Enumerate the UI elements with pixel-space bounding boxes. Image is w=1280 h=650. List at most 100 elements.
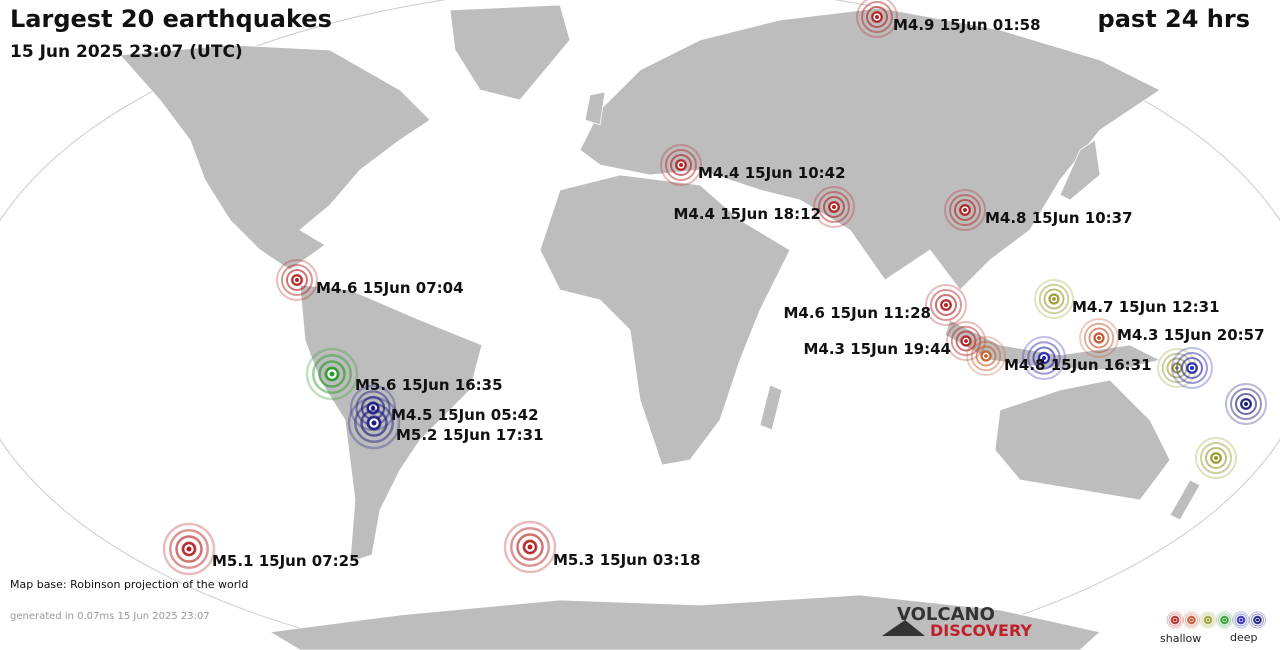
marker-ring [286, 269, 308, 291]
marker-ring [954, 199, 976, 221]
quake-marker [503, 520, 557, 574]
marker-core [1173, 618, 1177, 622]
marker-core [963, 208, 967, 212]
marker-core [1097, 336, 1101, 340]
quake-marker [925, 284, 967, 326]
quake-marker [162, 522, 216, 576]
greenland [449, 4, 571, 101]
quake-label: M5.2 15Jun 17:31 [396, 426, 544, 444]
quake-marker [1171, 347, 1213, 389]
marker-ring [1027, 341, 1061, 375]
marker-ring [1032, 346, 1056, 370]
marker-ring [935, 294, 957, 316]
logo-bottom: DISCOVERY [930, 621, 1032, 640]
quake-marker [347, 396, 401, 450]
marker-ring [1205, 447, 1227, 469]
marker-core [295, 278, 299, 282]
marker-core [186, 546, 192, 552]
marker-ring [318, 360, 346, 388]
marker-ring [861, 1, 893, 33]
marker-ring [1187, 615, 1196, 625]
marker-ring [1234, 613, 1248, 627]
marker-ring [1083, 322, 1115, 354]
marker-ring [1220, 615, 1229, 625]
marker-core [984, 354, 988, 358]
marker-ring [360, 409, 388, 437]
antarctica [268, 594, 1101, 650]
marker-ring [670, 154, 692, 176]
marker-core [1256, 618, 1259, 622]
marker-ring [1195, 437, 1237, 479]
britain [584, 91, 606, 126]
marker-ring [1225, 383, 1267, 425]
quake-marker [1195, 437, 1237, 479]
marker-core [1214, 456, 1218, 460]
marker-ring [975, 345, 997, 367]
marker-core [371, 420, 377, 426]
marker-ring [1236, 615, 1246, 625]
marker-core [832, 205, 836, 209]
marker-core [1223, 618, 1226, 622]
marker-ring [1183, 611, 1200, 629]
marker-ring [818, 191, 850, 223]
marker-ring [1021, 335, 1067, 381]
quake-label: M4.5 15Jun 05:42 [391, 406, 539, 424]
quake-marker [1199, 611, 1217, 629]
madagascar [759, 384, 783, 431]
quake-marker [1021, 335, 1067, 381]
marker-ring [347, 396, 401, 450]
marker-ring [1038, 283, 1070, 315]
marker-ring [946, 321, 986, 361]
quake-marker [660, 144, 702, 186]
marker-core [370, 405, 376, 411]
marker-ring [169, 529, 209, 569]
marker-ring [1200, 442, 1232, 474]
legend-deep: deep [1230, 631, 1258, 644]
marker-ring [1176, 352, 1208, 384]
new-zealand [1169, 479, 1201, 521]
south-america [299, 284, 483, 563]
marker-core [1206, 618, 1210, 622]
marker-ring [305, 347, 359, 401]
marker-ring [1235, 393, 1257, 415]
marker-ring [950, 325, 982, 357]
marker-ring [1199, 611, 1217, 629]
marker-core [329, 371, 335, 377]
map-base-note: Map base: Robinson projection of the wor… [10, 578, 248, 591]
marker-ring [1216, 611, 1233, 629]
quake-marker [1249, 611, 1266, 629]
title: Largest 20 earthquakes [10, 5, 332, 33]
marker-ring [281, 264, 313, 296]
australia [994, 379, 1171, 501]
marker-core [1244, 402, 1248, 406]
marker-ring [925, 284, 967, 326]
marker-ring [1170, 615, 1180, 625]
quake-label: M4.4 15Jun 10:42 [698, 164, 846, 182]
marker-ring [175, 535, 203, 563]
marker-ring [1251, 613, 1264, 627]
quake-label: M4.8 15Jun 10:37 [985, 209, 1133, 227]
marker-ring [1034, 279, 1074, 319]
marker-ring [1203, 615, 1213, 625]
quake-marker [276, 259, 318, 301]
quake-label: M4.4 15Jun 18:12 [673, 205, 821, 223]
marker-ring [1253, 615, 1262, 625]
logo-icon [882, 620, 925, 636]
marker-core [1190, 366, 1194, 370]
marker-ring [503, 520, 557, 574]
marker-ring [665, 149, 697, 181]
marker-ring [1249, 611, 1266, 629]
quake-marker [856, 0, 898, 38]
marker-ring [162, 522, 216, 576]
quake-marker [1079, 318, 1119, 358]
japan [1059, 139, 1101, 201]
marker-ring [944, 189, 986, 231]
marker-ring [1218, 613, 1231, 627]
marker-ring [866, 6, 888, 28]
marker-ring [510, 527, 550, 567]
marker-ring [516, 533, 544, 561]
marker-ring [1168, 613, 1182, 627]
landmasses [119, 4, 1201, 650]
marker-ring [955, 330, 977, 352]
